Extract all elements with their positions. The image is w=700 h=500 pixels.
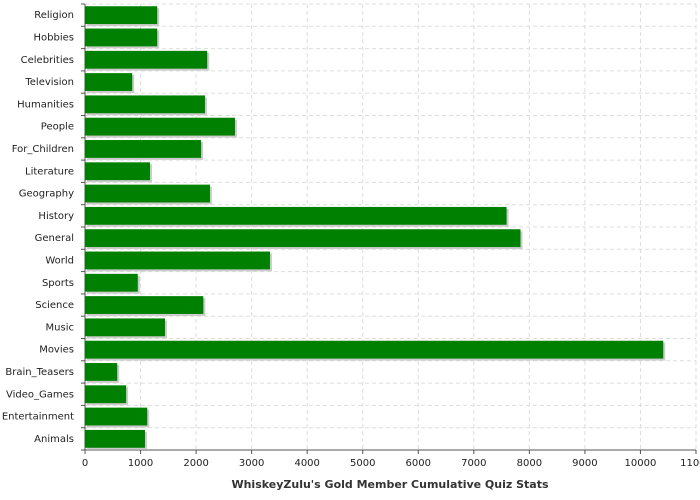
- bar: [85, 95, 205, 114]
- y-tick-label: Video_Games: [6, 389, 74, 400]
- y-tick-label: History: [38, 211, 74, 222]
- bar: [85, 363, 118, 381]
- x-tick-label: 3000: [239, 458, 264, 469]
- x-tick-label: 8000: [517, 458, 542, 469]
- bar: [85, 28, 158, 47]
- y-tick-label: For_Children: [12, 144, 74, 155]
- y-tick-label: World: [45, 255, 74, 266]
- bar: [85, 296, 204, 314]
- bar: [85, 229, 521, 248]
- y-tick-label: Television: [24, 77, 74, 88]
- bar: [85, 117, 235, 136]
- x-tick-label: 1000: [128, 458, 153, 469]
- bar: [85, 407, 148, 426]
- y-tick-label: Celebrities: [21, 55, 74, 66]
- y-tick-label: Geography: [19, 189, 74, 200]
- bar: [85, 206, 507, 225]
- y-tick-label: Sports: [42, 278, 74, 289]
- x-tick-label: 7000: [461, 458, 486, 469]
- x-tick-label: 5000: [350, 458, 375, 469]
- bar: [85, 184, 210, 203]
- y-tick-label: Science: [35, 300, 74, 311]
- x-tick-label: 11000: [680, 458, 700, 469]
- bar: [85, 340, 664, 359]
- bar: [85, 6, 158, 25]
- x-tick-label: 4000: [294, 458, 319, 469]
- x-tick-label: 9000: [572, 458, 597, 469]
- x-tick-label: 10000: [625, 458, 657, 469]
- y-tick-label: Religion: [34, 10, 74, 21]
- y-tick-label: Brain_Teasers: [5, 367, 74, 378]
- x-tick-label: 6000: [406, 458, 431, 469]
- bar: [85, 273, 138, 292]
- bar: [85, 318, 165, 337]
- y-tick-label: General: [35, 233, 74, 244]
- chart-title: WhiskeyZulu's Gold Member Cumulative Qui…: [231, 478, 549, 491]
- bar: [85, 140, 202, 158]
- bar: [85, 50, 208, 69]
- x-tick-label: 2000: [183, 458, 208, 469]
- y-tick-label: People: [41, 122, 74, 133]
- bar: [85, 73, 133, 91]
- y-tick-label: Movies: [39, 345, 74, 356]
- y-tick-label: Music: [46, 322, 74, 333]
- x-tick-label: 0: [82, 458, 88, 469]
- bar: [85, 429, 145, 448]
- bar: [85, 251, 270, 270]
- bar: [85, 385, 127, 404]
- bar: [85, 162, 150, 181]
- y-tick-label: Animals: [34, 434, 74, 445]
- y-tick-label: Hobbies: [34, 32, 74, 43]
- y-tick-label: Humanities: [17, 99, 74, 110]
- y-tick-label: Literature: [25, 166, 74, 177]
- y-tick-label: Entertainment: [2, 412, 74, 423]
